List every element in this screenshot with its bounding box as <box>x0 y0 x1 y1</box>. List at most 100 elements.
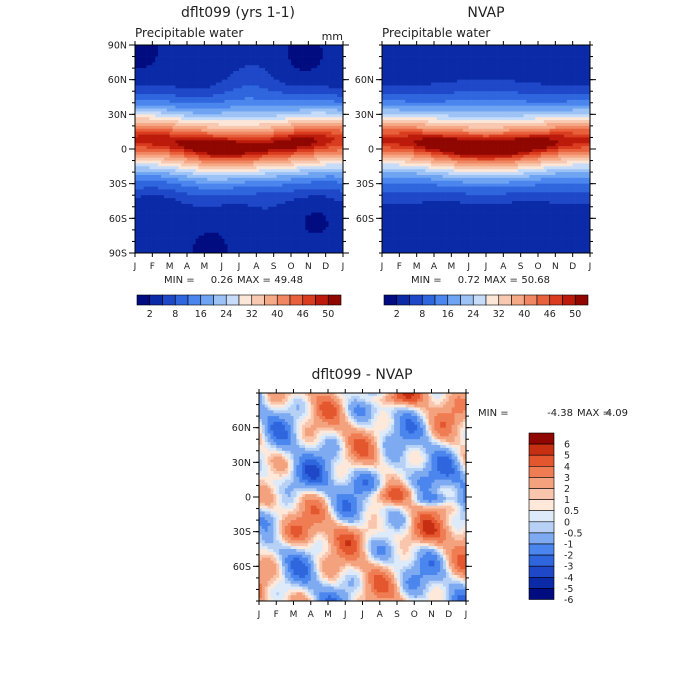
contour-cell <box>233 106 236 109</box>
contour-cell <box>149 239 152 242</box>
contour-cell <box>184 54 187 57</box>
contour-cell <box>141 166 144 169</box>
contour-cell <box>253 166 256 169</box>
contour-cell <box>329 210 332 213</box>
contour-cell <box>230 71 233 74</box>
contour-cell <box>227 163 230 166</box>
contour-cell <box>308 51 311 54</box>
contour-cell <box>314 241 317 244</box>
contour-cell <box>245 100 248 103</box>
contour-cell <box>314 97 317 100</box>
contour-cell <box>297 163 300 166</box>
contour-cell <box>213 120 216 123</box>
contour-cell <box>334 218 337 221</box>
contour-cell <box>271 236 274 239</box>
contour-cell <box>262 158 265 161</box>
contour-cell <box>337 233 340 236</box>
contour-cell <box>253 227 256 230</box>
contour-cell <box>161 129 164 132</box>
contour-cell <box>314 140 317 143</box>
contour-cell <box>199 68 202 71</box>
contour-cell <box>170 169 173 172</box>
contour-cell <box>173 241 176 244</box>
contour-cell <box>314 135 317 138</box>
contour-cell <box>291 83 294 86</box>
contour-cell <box>337 111 340 114</box>
contour-cell <box>248 204 251 207</box>
contour-cell <box>236 135 239 138</box>
contour-cell <box>326 146 329 149</box>
contour-cell <box>274 62 277 65</box>
contour-cell <box>196 140 199 143</box>
contour-cell <box>213 181 216 184</box>
contour-cell <box>251 80 254 83</box>
contour-cell <box>152 161 155 164</box>
contour-cell <box>317 114 320 117</box>
contour-cell <box>225 48 228 51</box>
contour-cell <box>144 230 147 233</box>
contour-cell <box>170 85 173 88</box>
contour-cell <box>155 181 158 184</box>
contour-cell <box>288 146 291 149</box>
contour-cell <box>199 158 202 161</box>
contour-cell <box>190 51 193 54</box>
contour-cell <box>303 201 306 204</box>
contour-cell <box>297 204 300 207</box>
contour-cell <box>265 120 268 123</box>
contour-cell <box>187 114 190 117</box>
contour-cell <box>271 65 274 68</box>
contour-cell <box>225 227 228 230</box>
contour-cell <box>138 175 141 178</box>
contour-cell <box>147 213 150 216</box>
contour-cell <box>219 149 222 152</box>
contour-cell <box>219 158 222 161</box>
contour-cell <box>317 201 320 204</box>
contour-cell <box>173 129 176 132</box>
contour-cell <box>219 178 222 181</box>
contour-cell <box>271 129 274 132</box>
contour-cell <box>271 126 274 129</box>
contour-cell <box>236 71 239 74</box>
contour-cell <box>253 140 256 143</box>
contour-cell <box>239 201 242 204</box>
contour-cell <box>210 149 213 152</box>
contour-cell <box>233 158 236 161</box>
contour-cell <box>288 51 291 54</box>
contour-cell <box>155 230 158 233</box>
contour-cell <box>213 230 216 233</box>
contour-cell <box>317 166 320 169</box>
contour-cell <box>277 198 280 201</box>
contour-cell <box>216 88 219 91</box>
contour-cell <box>233 68 236 71</box>
contour-cell <box>245 189 248 192</box>
contour-cell <box>144 166 147 169</box>
contour-cell <box>271 158 274 161</box>
contour-cell <box>219 201 222 204</box>
contour-cell <box>303 213 306 216</box>
contour-cell <box>248 88 251 91</box>
contour-cell <box>230 210 233 213</box>
contour-cell <box>251 195 254 198</box>
contour-cell <box>314 198 317 201</box>
contour-cell <box>138 129 141 132</box>
contour-cell <box>297 221 300 224</box>
contour-cell <box>239 195 242 198</box>
contour-cell <box>164 77 167 80</box>
contour-cell <box>285 103 288 106</box>
contour-cell <box>173 97 176 100</box>
contour-cell <box>196 48 199 51</box>
contour-cell <box>311 97 314 100</box>
contour-cell <box>219 175 222 178</box>
contour-cell <box>196 189 199 192</box>
contour-cell <box>268 137 271 140</box>
contour-cell <box>138 109 141 112</box>
contour-cell <box>288 178 291 181</box>
contour-cell <box>265 111 268 114</box>
contour-cell <box>190 155 193 158</box>
contour-cell <box>331 54 334 57</box>
contour-cell <box>274 184 277 187</box>
contour-cell <box>161 187 164 190</box>
contour-cell <box>190 210 193 213</box>
contour-cell <box>193 109 196 112</box>
contour-cell <box>337 215 340 218</box>
